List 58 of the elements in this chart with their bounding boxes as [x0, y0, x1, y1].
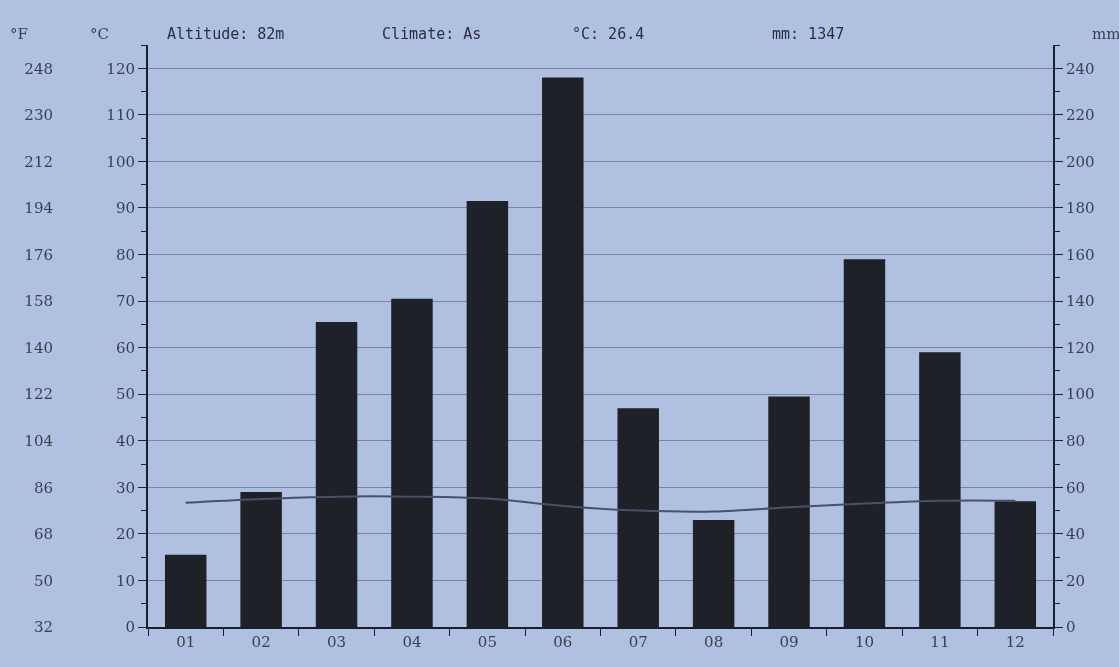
text: mm: 1347 — [772, 25, 845, 43]
y-axis-title: °C — [90, 25, 109, 43]
x-tick-label: 07 — [628, 633, 648, 651]
y3-tick-label: 230 — [24, 106, 53, 125]
y-tick-label: 10 — [115, 571, 135, 590]
y2-tick-label: 20 — [1066, 571, 1086, 590]
x-tick-label: 11 — [930, 633, 950, 651]
x-tick-label: 04 — [402, 633, 422, 651]
y3-tick-label: 68 — [33, 525, 53, 544]
line-series — [184, 495, 1017, 513]
y-tick-label: 20 — [115, 525, 135, 544]
y-tick-label: 70 — [115, 292, 135, 311]
y2-tick-label: 200 — [1066, 152, 1095, 171]
y2-tick-label: 0 — [1066, 618, 1076, 637]
x-tick-label: 12 — [1005, 633, 1025, 651]
x-tick-label: 10 — [854, 633, 875, 651]
x-tick-label: 05 — [477, 633, 497, 651]
x-tick-label: 02 — [251, 633, 271, 651]
y-tick-label: 90 — [115, 199, 135, 218]
y3-tick-label: 140 — [24, 338, 53, 357]
y-tick-label: 100 — [106, 152, 135, 171]
y-tick-label: 30 — [115, 478, 135, 497]
text: Climate: As — [382, 25, 482, 43]
y-tick-label: 80 — [115, 245, 135, 264]
y2-tick-label: 180 — [1066, 199, 1095, 218]
y2-tick-label: 60 — [1066, 478, 1086, 497]
y2-tick-label: 160 — [1066, 245, 1095, 264]
y-tick-label: 60 — [115, 338, 135, 357]
y2-tick-label: 240 — [1066, 59, 1095, 78]
y-tick-label: 40 — [115, 432, 135, 451]
y3-tick-label: 194 — [24, 199, 53, 218]
x-tick-label: 09 — [779, 633, 799, 651]
y3-tick-label: 248 — [24, 59, 53, 78]
y2-tick-label: 40 — [1066, 525, 1086, 544]
y-tick-label: 50 — [115, 385, 135, 404]
y-tick-label: 110 — [106, 106, 135, 125]
y3-tick-label: 212 — [24, 152, 53, 171]
x-tick-label: 01 — [176, 633, 196, 651]
y2-tick-label: 140 — [1066, 292, 1095, 311]
y3-tick-label: 50 — [33, 571, 53, 590]
text: Altitude: 82m — [167, 25, 285, 43]
y-tick-label: 120 — [106, 59, 135, 78]
x-tick-label: 08 — [704, 633, 724, 651]
y3-tick-label: 104 — [24, 432, 53, 451]
y3-tick-label: 32 — [33, 618, 53, 637]
y3-tick-label: 176 — [24, 245, 53, 264]
y3-tick-label: 122 — [24, 385, 53, 404]
y2-tick-label: 120 — [1066, 338, 1095, 357]
y2-tick-label: 80 — [1066, 432, 1086, 451]
x-tick-label: 03 — [326, 633, 347, 651]
y-tick-label: 0 — [125, 618, 135, 637]
x-tick-label: 06 — [553, 633, 573, 651]
text: °C: 26.4 — [572, 25, 645, 43]
y2-tick-label: 220 — [1066, 106, 1095, 125]
y3-tick-label: 86 — [33, 478, 53, 497]
y3-tick-label: 158 — [24, 292, 53, 311]
y2-tick-label: 100 — [1066, 385, 1095, 404]
y3-axis-title: °F — [10, 25, 28, 43]
